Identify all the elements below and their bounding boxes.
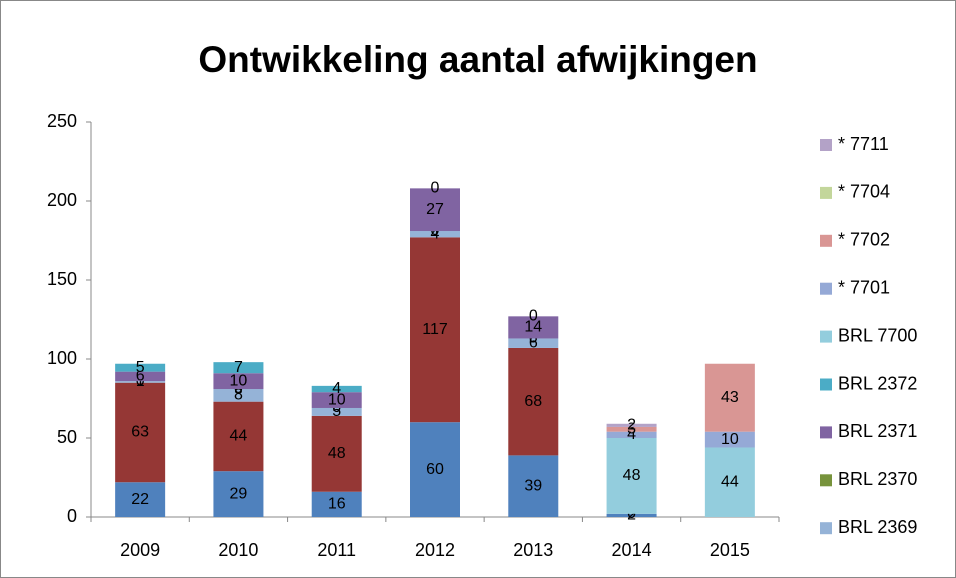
x-tick-label: 2014	[612, 540, 652, 560]
bar-segment	[115, 363, 166, 372]
data-label: 44	[230, 428, 248, 445]
data-label: 5	[332, 403, 341, 420]
legend-label: * 7702	[838, 230, 890, 250]
legend-swatch	[820, 522, 832, 535]
data-label: 7	[234, 359, 243, 376]
data-label: 2	[627, 507, 636, 524]
x-tick-label: 2013	[513, 540, 553, 560]
y-tick-label: 200	[47, 190, 77, 210]
y-tick-label: 50	[57, 427, 77, 447]
data-label: 0	[431, 180, 440, 197]
data-label: 68	[524, 393, 542, 410]
legend-swatch	[820, 330, 832, 343]
bar-segment	[508, 347, 559, 456]
data-label: 44	[721, 473, 739, 490]
y-tick-label: 150	[47, 269, 77, 289]
bar-segment	[213, 401, 264, 472]
legend-label: BRL 2372	[838, 373, 917, 393]
data-label: 10	[230, 372, 248, 389]
chart-title: Ontwikkeling aantal afwijkingen	[198, 39, 757, 80]
data-label: 48	[328, 445, 346, 462]
data-label: 4	[431, 225, 440, 242]
y-tick-label: 250	[47, 111, 77, 131]
bar-segment	[115, 482, 166, 517]
bar-segment	[508, 316, 559, 339]
legend-swatch	[820, 234, 832, 247]
legend-label: * 7711	[838, 134, 889, 154]
data-label: 1	[136, 373, 145, 390]
data-label: 60	[426, 461, 444, 478]
bar-segment	[704, 431, 755, 448]
legend-swatch	[820, 186, 832, 199]
bar-segment	[704, 363, 755, 432]
legend-swatch	[820, 139, 832, 151]
legend-label: BRL 2370	[838, 469, 917, 489]
data-label: 10	[721, 431, 739, 448]
legend-label: * 7704	[838, 182, 890, 202]
data-label: 63	[131, 424, 149, 441]
legend-swatch	[820, 426, 832, 439]
data-label: 6	[136, 368, 145, 385]
data-label: 5	[136, 359, 145, 376]
bar-segment	[213, 389, 264, 402]
bar-segment	[311, 407, 362, 416]
bar-segment	[704, 447, 755, 517]
bar-segment	[410, 231, 460, 238]
data-label: 4	[332, 380, 341, 397]
data-label: 43	[721, 389, 739, 406]
y-tick-label: 0	[67, 506, 77, 526]
bar-segment	[311, 385, 362, 393]
data-label: 39	[524, 477, 542, 494]
bar-segment	[115, 381, 166, 383]
legend-swatch	[820, 378, 832, 391]
legend-swatch	[820, 474, 832, 487]
legend-label: BRL 2369	[838, 517, 917, 537]
data-label: 27	[426, 201, 444, 218]
legend-swatch	[820, 282, 832, 295]
data-label: 8	[234, 387, 243, 404]
data-label: 14	[524, 319, 542, 336]
bar-segment	[606, 423, 657, 427]
x-tick-label: 2010	[218, 540, 258, 560]
bar-segment	[311, 415, 362, 492]
data-label: 10	[328, 391, 346, 408]
data-label: 3	[627, 421, 636, 438]
bar-segment	[410, 188, 460, 232]
data-label: 6	[529, 334, 538, 351]
legend-label: BRL 7700	[838, 325, 917, 345]
data-label: 0	[529, 308, 538, 325]
bar-segment	[311, 392, 362, 408]
bar-segment	[606, 431, 657, 438]
legend-label: * 7701	[838, 277, 890, 297]
bar-segment	[410, 237, 460, 423]
data-label: 117	[422, 321, 448, 338]
legend-label: BRL 2371	[838, 421, 917, 441]
x-tick-label: 2012	[415, 540, 455, 560]
data-label: 22	[131, 491, 149, 508]
bar-segment	[115, 382, 166, 483]
bar-segment	[606, 438, 657, 514]
data-label: 16	[328, 496, 346, 513]
x-tick-label: 2009	[120, 540, 160, 560]
bar-segment	[508, 338, 559, 348]
bar-segment	[508, 455, 559, 517]
bar-segment	[115, 371, 166, 382]
bar-segment	[311, 491, 362, 517]
data-label: 48	[623, 467, 641, 484]
bar-segment	[606, 513, 657, 517]
bar-segment	[410, 422, 460, 517]
bar-segment	[213, 373, 264, 390]
bar-segment	[606, 426, 657, 432]
bar-segment	[213, 471, 264, 517]
data-label: 2	[627, 417, 636, 434]
data-label: 4	[627, 426, 636, 443]
data-label: 29	[230, 485, 248, 502]
x-tick-label: 2015	[710, 540, 750, 560]
y-tick-label: 100	[47, 348, 77, 368]
bar-segment	[213, 362, 264, 374]
x-tick-label: 2011	[317, 540, 356, 560]
